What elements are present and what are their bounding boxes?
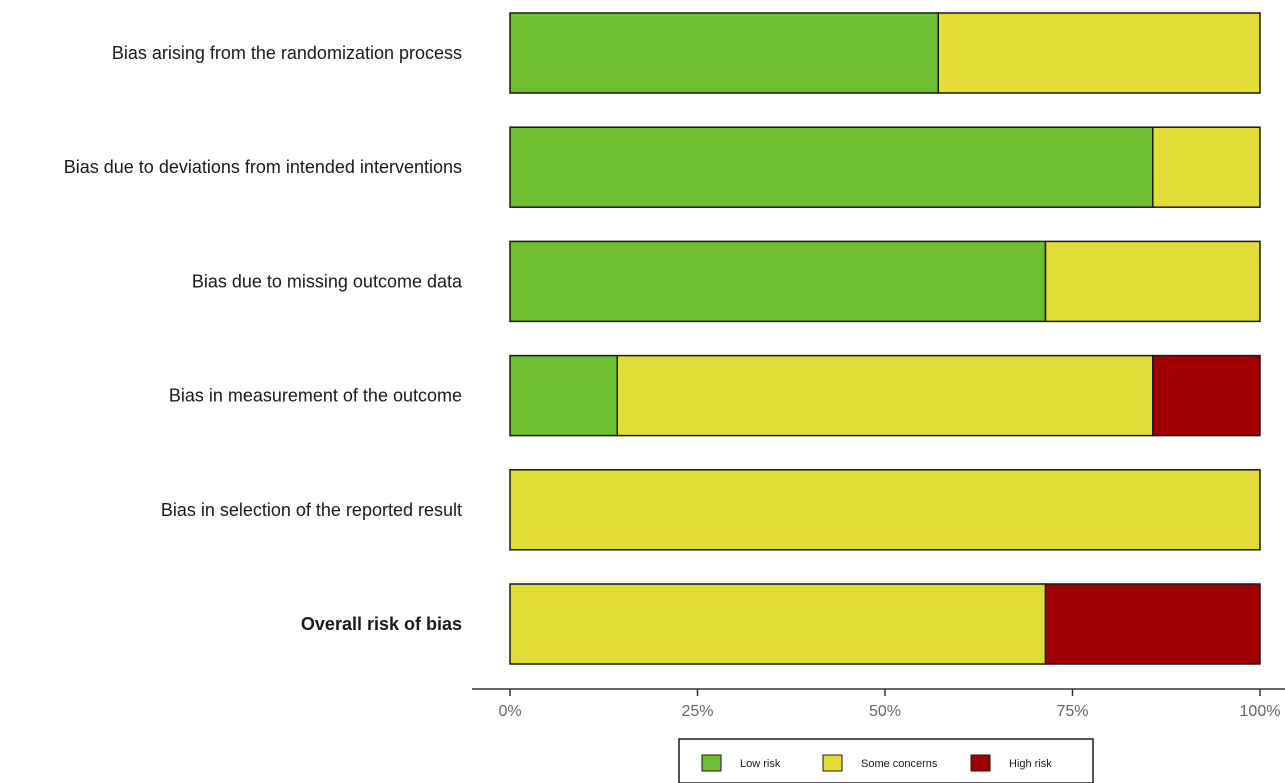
x-axis: 0% 25% 50% 75% 100% bbox=[472, 688, 1285, 720]
legend-swatch-low-risk bbox=[701, 754, 722, 772]
bar-segment-some-concerns bbox=[509, 583, 1047, 665]
x-tick-label: 0% bbox=[498, 703, 521, 720]
category-labels: Bias arising from the randomization proc… bbox=[64, 43, 463, 634]
bar-segment-some-concerns bbox=[616, 354, 1154, 437]
bar-segment-low-risk bbox=[509, 126, 1154, 208]
category-label: Bias in selection of the reported result bbox=[161, 500, 462, 520]
x-tick-label: 50% bbox=[869, 703, 901, 720]
x-tick-label: 100% bbox=[1240, 703, 1281, 720]
bar-segment-low-risk bbox=[509, 12, 939, 94]
bar-segment-some-concerns bbox=[509, 469, 1261, 551]
x-tick-label: 25% bbox=[681, 703, 713, 720]
bar-segment-some-concerns bbox=[937, 12, 1261, 94]
bar-segment-low-risk bbox=[509, 354, 618, 437]
bar-segment-some-concerns bbox=[1044, 240, 1261, 323]
legend-label: Low risk bbox=[740, 758, 781, 770]
legend-label: Some concerns bbox=[861, 758, 938, 770]
legend-label: High risk bbox=[1009, 758, 1052, 770]
bar-segment-high-risk bbox=[1152, 354, 1261, 437]
bar-segment-some-concerns bbox=[1152, 126, 1261, 208]
bar-segment-high-risk bbox=[1044, 583, 1261, 665]
bars bbox=[509, 12, 1261, 665]
legend: Low risk Some concerns High risk bbox=[678, 738, 1094, 783]
category-label: Overall risk of bias bbox=[301, 614, 462, 634]
x-tick-label: 75% bbox=[1056, 703, 1088, 720]
legend-swatch-some-concerns bbox=[822, 754, 843, 772]
legend-box bbox=[678, 738, 1094, 783]
legend-swatch-high-risk bbox=[970, 754, 991, 772]
category-label: Bias arising from the randomization proc… bbox=[112, 43, 462, 63]
category-label: Bias in measurement of the outcome bbox=[169, 386, 462, 406]
category-label: Bias due to deviations from intended int… bbox=[64, 157, 462, 177]
category-label: Bias due to missing outcome data bbox=[192, 271, 463, 291]
bar-segment-low-risk bbox=[509, 240, 1047, 323]
